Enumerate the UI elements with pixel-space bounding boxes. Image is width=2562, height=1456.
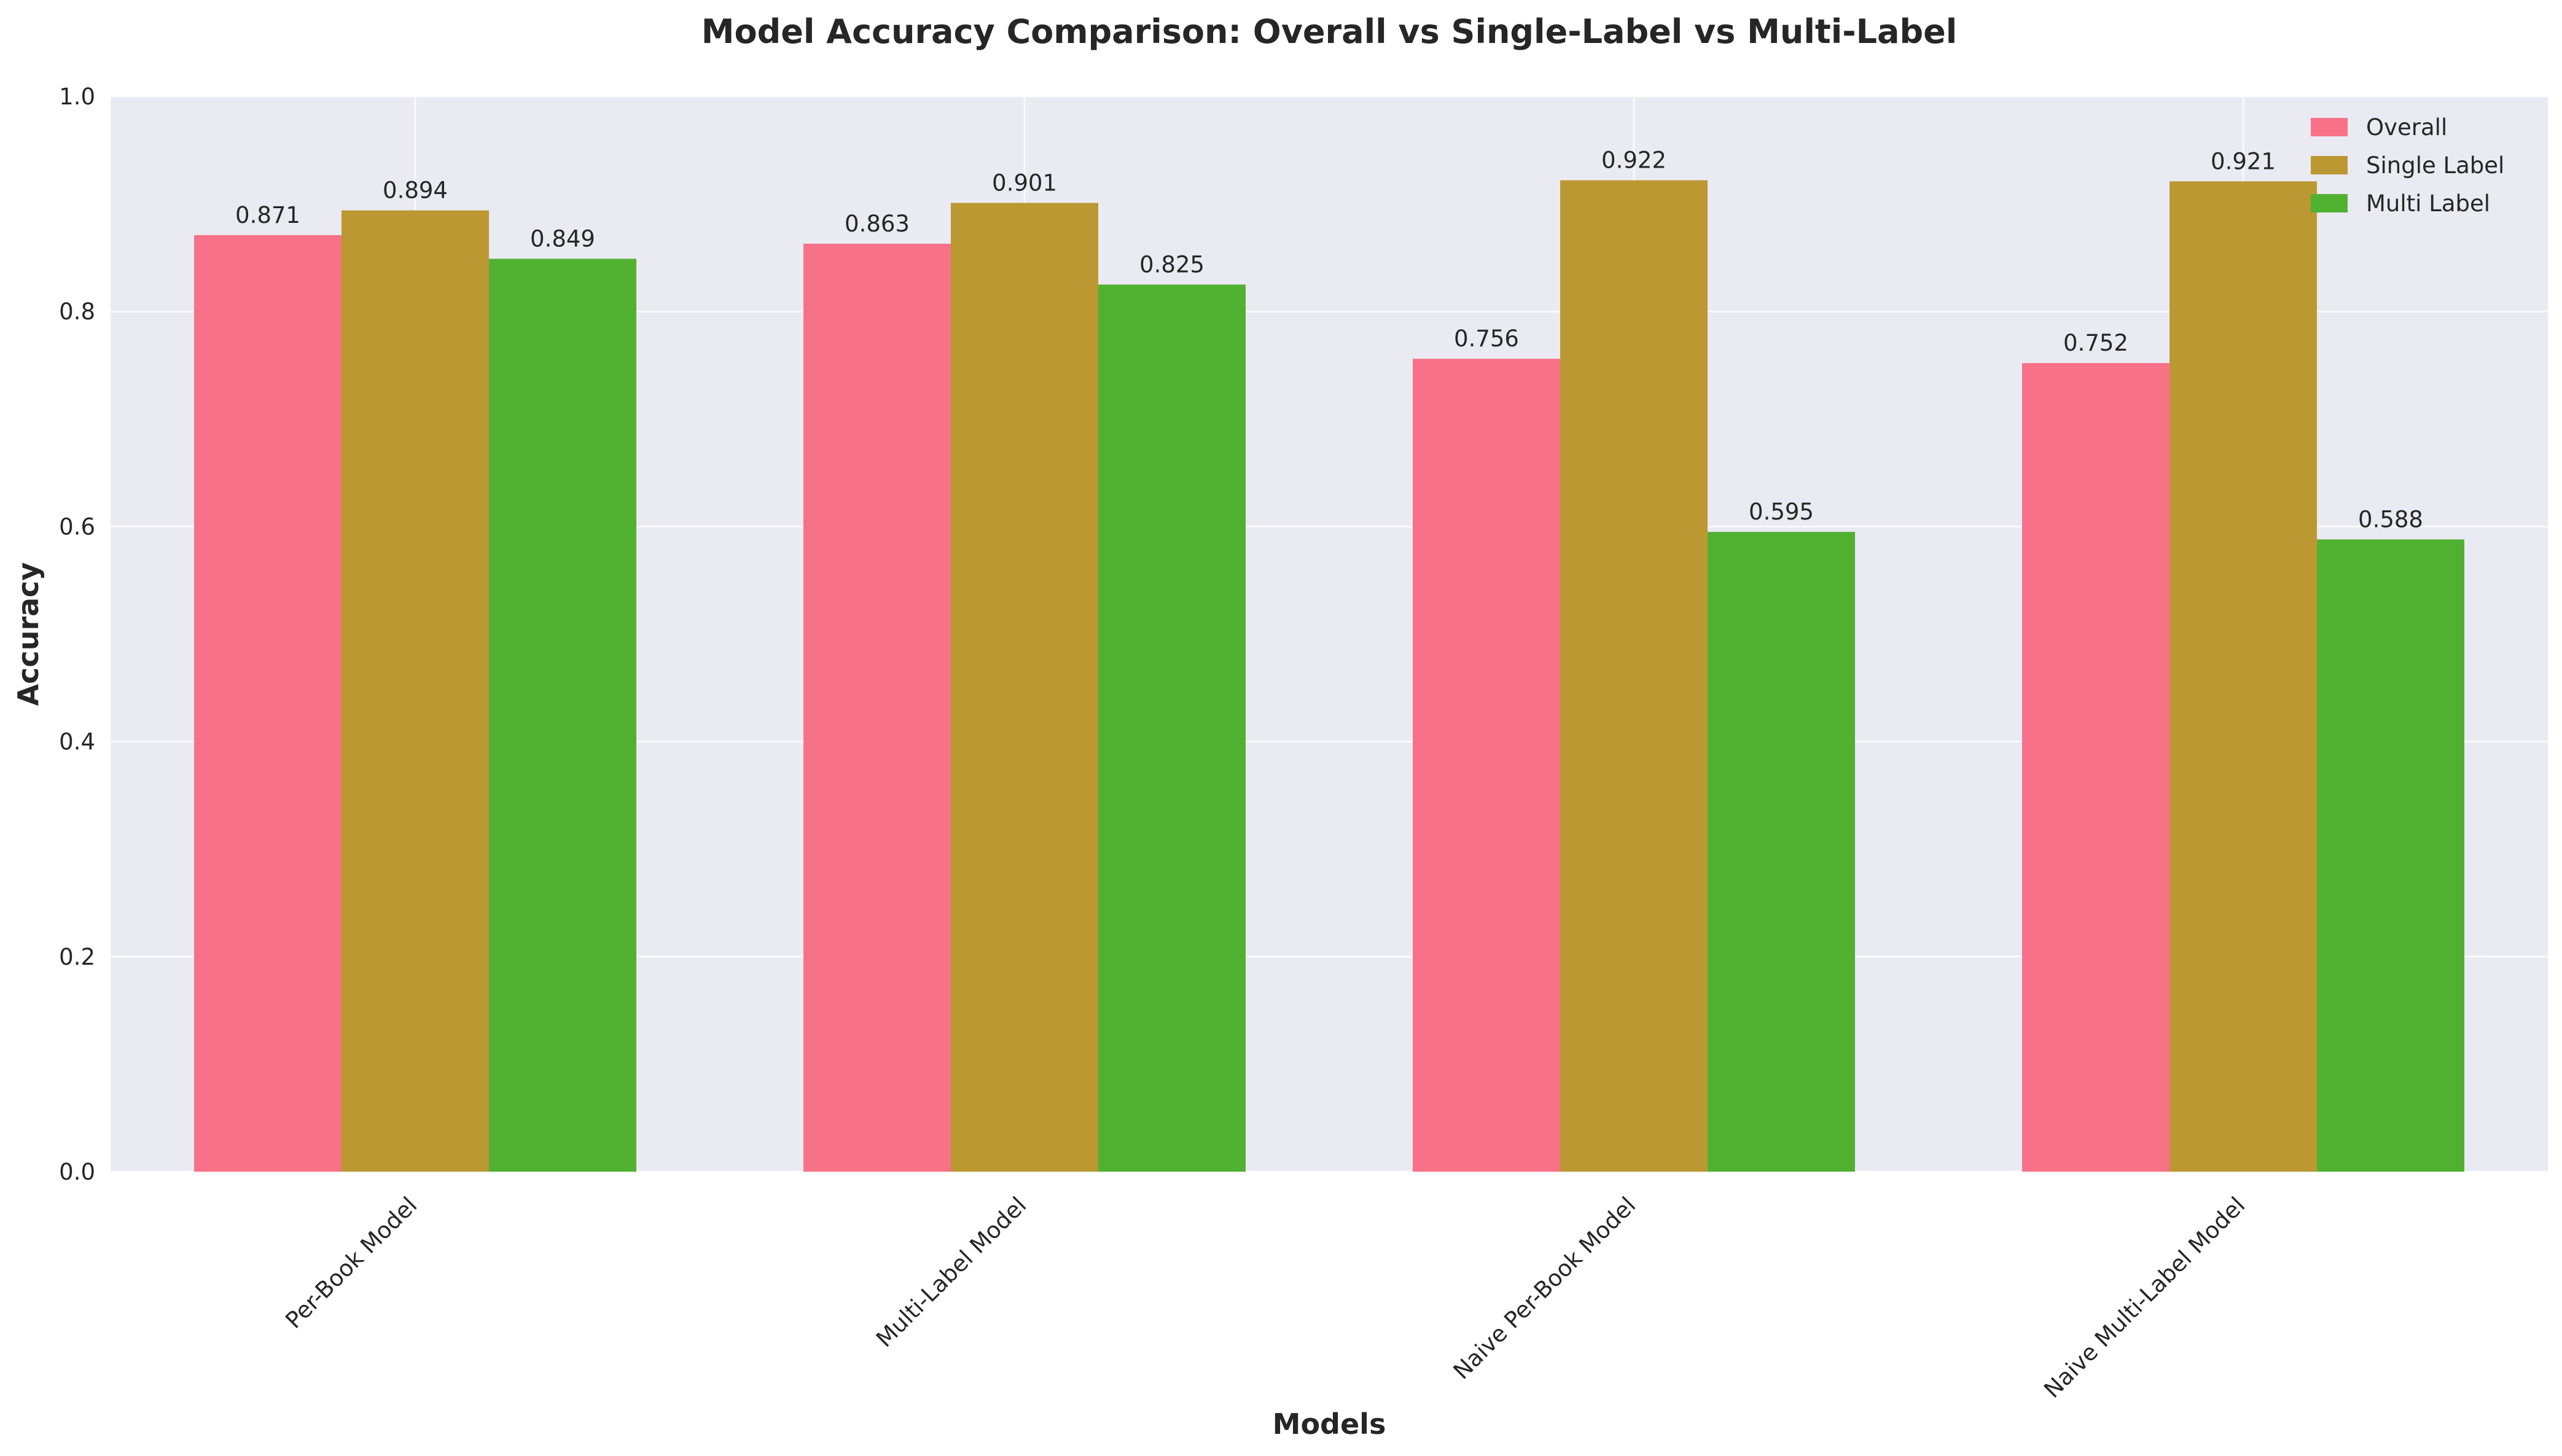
- legend-swatch: [2311, 194, 2348, 212]
- y-tick-label: 0.6: [59, 513, 95, 540]
- bar-value-label: 0.894: [383, 177, 448, 204]
- y-tick-label: 0.0: [59, 1159, 95, 1185]
- legend-label: Overall: [2366, 114, 2447, 141]
- legend-swatch: [2311, 156, 2348, 174]
- bar-value-label: 0.921: [2211, 148, 2276, 174]
- bar-multi-label: [2317, 539, 2464, 1172]
- x-axis-label: Models: [1273, 1407, 1386, 1441]
- bar-value-label: 0.595: [1749, 499, 1814, 525]
- y-tick-label: 0.8: [59, 298, 95, 325]
- legend-label: Single Label: [2366, 152, 2504, 179]
- y-tick-label: 1.0: [59, 84, 95, 110]
- bar-value-label: 0.849: [530, 225, 595, 252]
- bar-multi-label: [1708, 532, 1855, 1172]
- bar-single-label: [951, 203, 1098, 1172]
- bar-value-label: 0.825: [1139, 251, 1205, 278]
- bar-multi-label: [1098, 284, 1246, 1172]
- y-axis-ticks: 0.0 0.2 0.4 0.6 0.8 1.0: [59, 84, 95, 1185]
- bar-overall: [803, 243, 951, 1172]
- bar-overall: [2022, 363, 2169, 1172]
- bar-value-label: 0.922: [1601, 147, 1666, 174]
- y-tick-label: 0.4: [59, 729, 95, 755]
- legend-swatch: [2311, 118, 2348, 136]
- bar-overall: [194, 235, 342, 1172]
- x-tick-label: Per-Book Model: [280, 1192, 422, 1334]
- x-axis-ticks: Per-Book Model Multi-Label Model Naive Per…: [280, 1192, 2250, 1403]
- bar-overall: [1413, 359, 1560, 1172]
- bar-value-label: 0.756: [1454, 325, 1519, 352]
- x-tick-label: Naive Multi-Label Model: [2039, 1192, 2250, 1403]
- legend-label: Multi Label: [2366, 190, 2490, 217]
- x-tick-label: Multi-Label Model: [871, 1192, 1031, 1352]
- bar-value-label: 0.752: [2063, 330, 2128, 356]
- bar-value-labels: 0.871 0.894 0.849 0.863 0.901 0.825 0.756 0.922…: [235, 147, 2423, 533]
- bars: [194, 180, 2464, 1172]
- bar-value-label: 0.901: [992, 169, 1057, 196]
- x-tick-label: Naive Per-Book Model: [1448, 1192, 1641, 1385]
- bar-single-label: [1560, 180, 1708, 1172]
- bar-value-label: 0.588: [2358, 506, 2423, 532]
- bar-value-label: 0.863: [845, 211, 910, 237]
- chart-title: Model Accuracy Comparison: Overall vs Si…: [701, 12, 1958, 51]
- y-tick-label: 0.2: [59, 944, 95, 970]
- legend: Overall Single Label Multi Label: [2311, 114, 2504, 217]
- bar-multi-label: [489, 259, 636, 1172]
- bar-single-label: [342, 210, 489, 1172]
- bar-single-label: [2169, 181, 2317, 1172]
- bar-value-label: 0.871: [235, 202, 300, 228]
- y-axis-label: Accuracy: [12, 563, 45, 706]
